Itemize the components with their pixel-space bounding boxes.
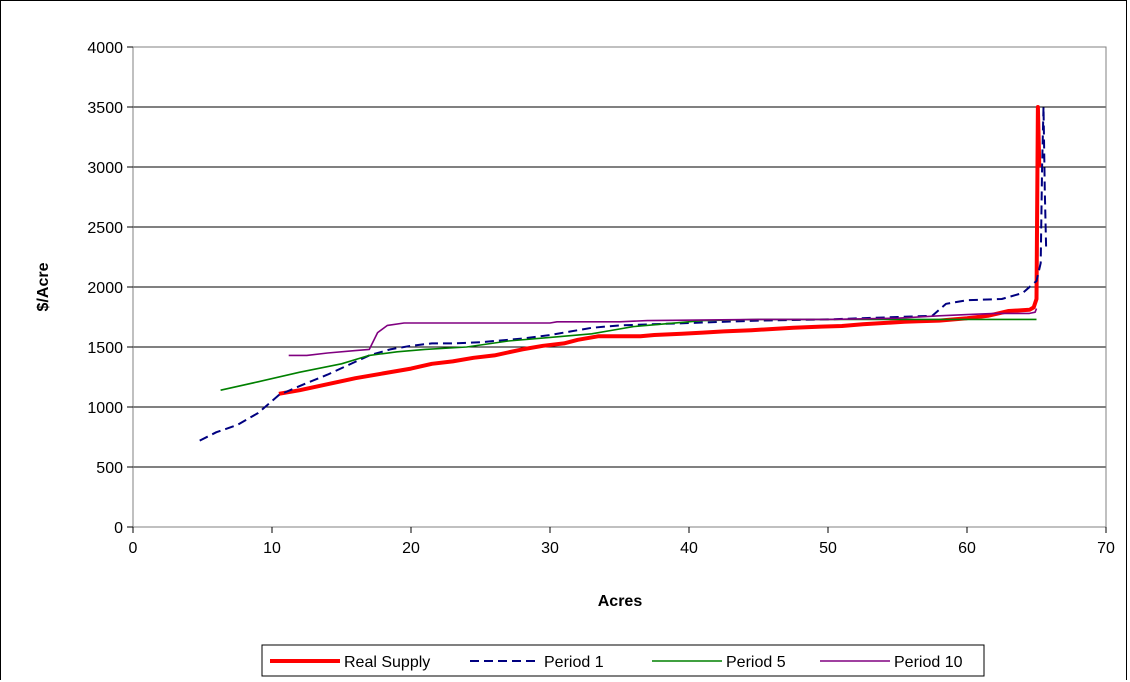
x-tick-label: 20 [402,540,420,557]
x-tick-label: 10 [263,540,281,557]
x-tick-label: 0 [129,540,138,557]
x-axis-ticks: 0 10 20 30 40 50 60 70 [129,527,1115,557]
legend-label: Period 1 [544,654,604,671]
x-tick-label: 70 [1097,540,1115,557]
x-tick-label: 50 [819,540,837,557]
legend-label: Real Supply [344,654,430,671]
x-tick-label: 40 [680,540,698,557]
y-axis-ticks: 0 500 1000 1500 2000 2500 3000 3500 4000 [87,40,133,537]
y-tick-label: 1500 [87,340,123,357]
legend-label: Period 10 [894,654,963,671]
y-tick-label: 2500 [87,220,123,237]
series-lines [200,107,1046,441]
series-line-1 [279,107,1039,394]
y-tick-label: 1000 [87,400,123,417]
y-tick-label: 4000 [87,40,123,57]
y-tick-label: 0 [114,520,123,537]
y-tick-label: 3500 [87,100,123,117]
series-line-2 [200,107,1046,441]
y-axis-title: $/Acre [35,262,52,311]
legend-label: Period 5 [726,654,786,671]
x-axis-title: Acres [598,593,643,610]
grid-lines [133,107,1106,467]
x-tick-label: 30 [541,540,559,557]
x-tick-label: 60 [958,540,976,557]
legend: Real Supply Period 1 Period 5 Period 10 [262,645,984,676]
y-tick-label: 500 [96,460,123,477]
y-tick-label: 2000 [87,280,123,297]
y-tick-label: 3000 [87,160,123,177]
